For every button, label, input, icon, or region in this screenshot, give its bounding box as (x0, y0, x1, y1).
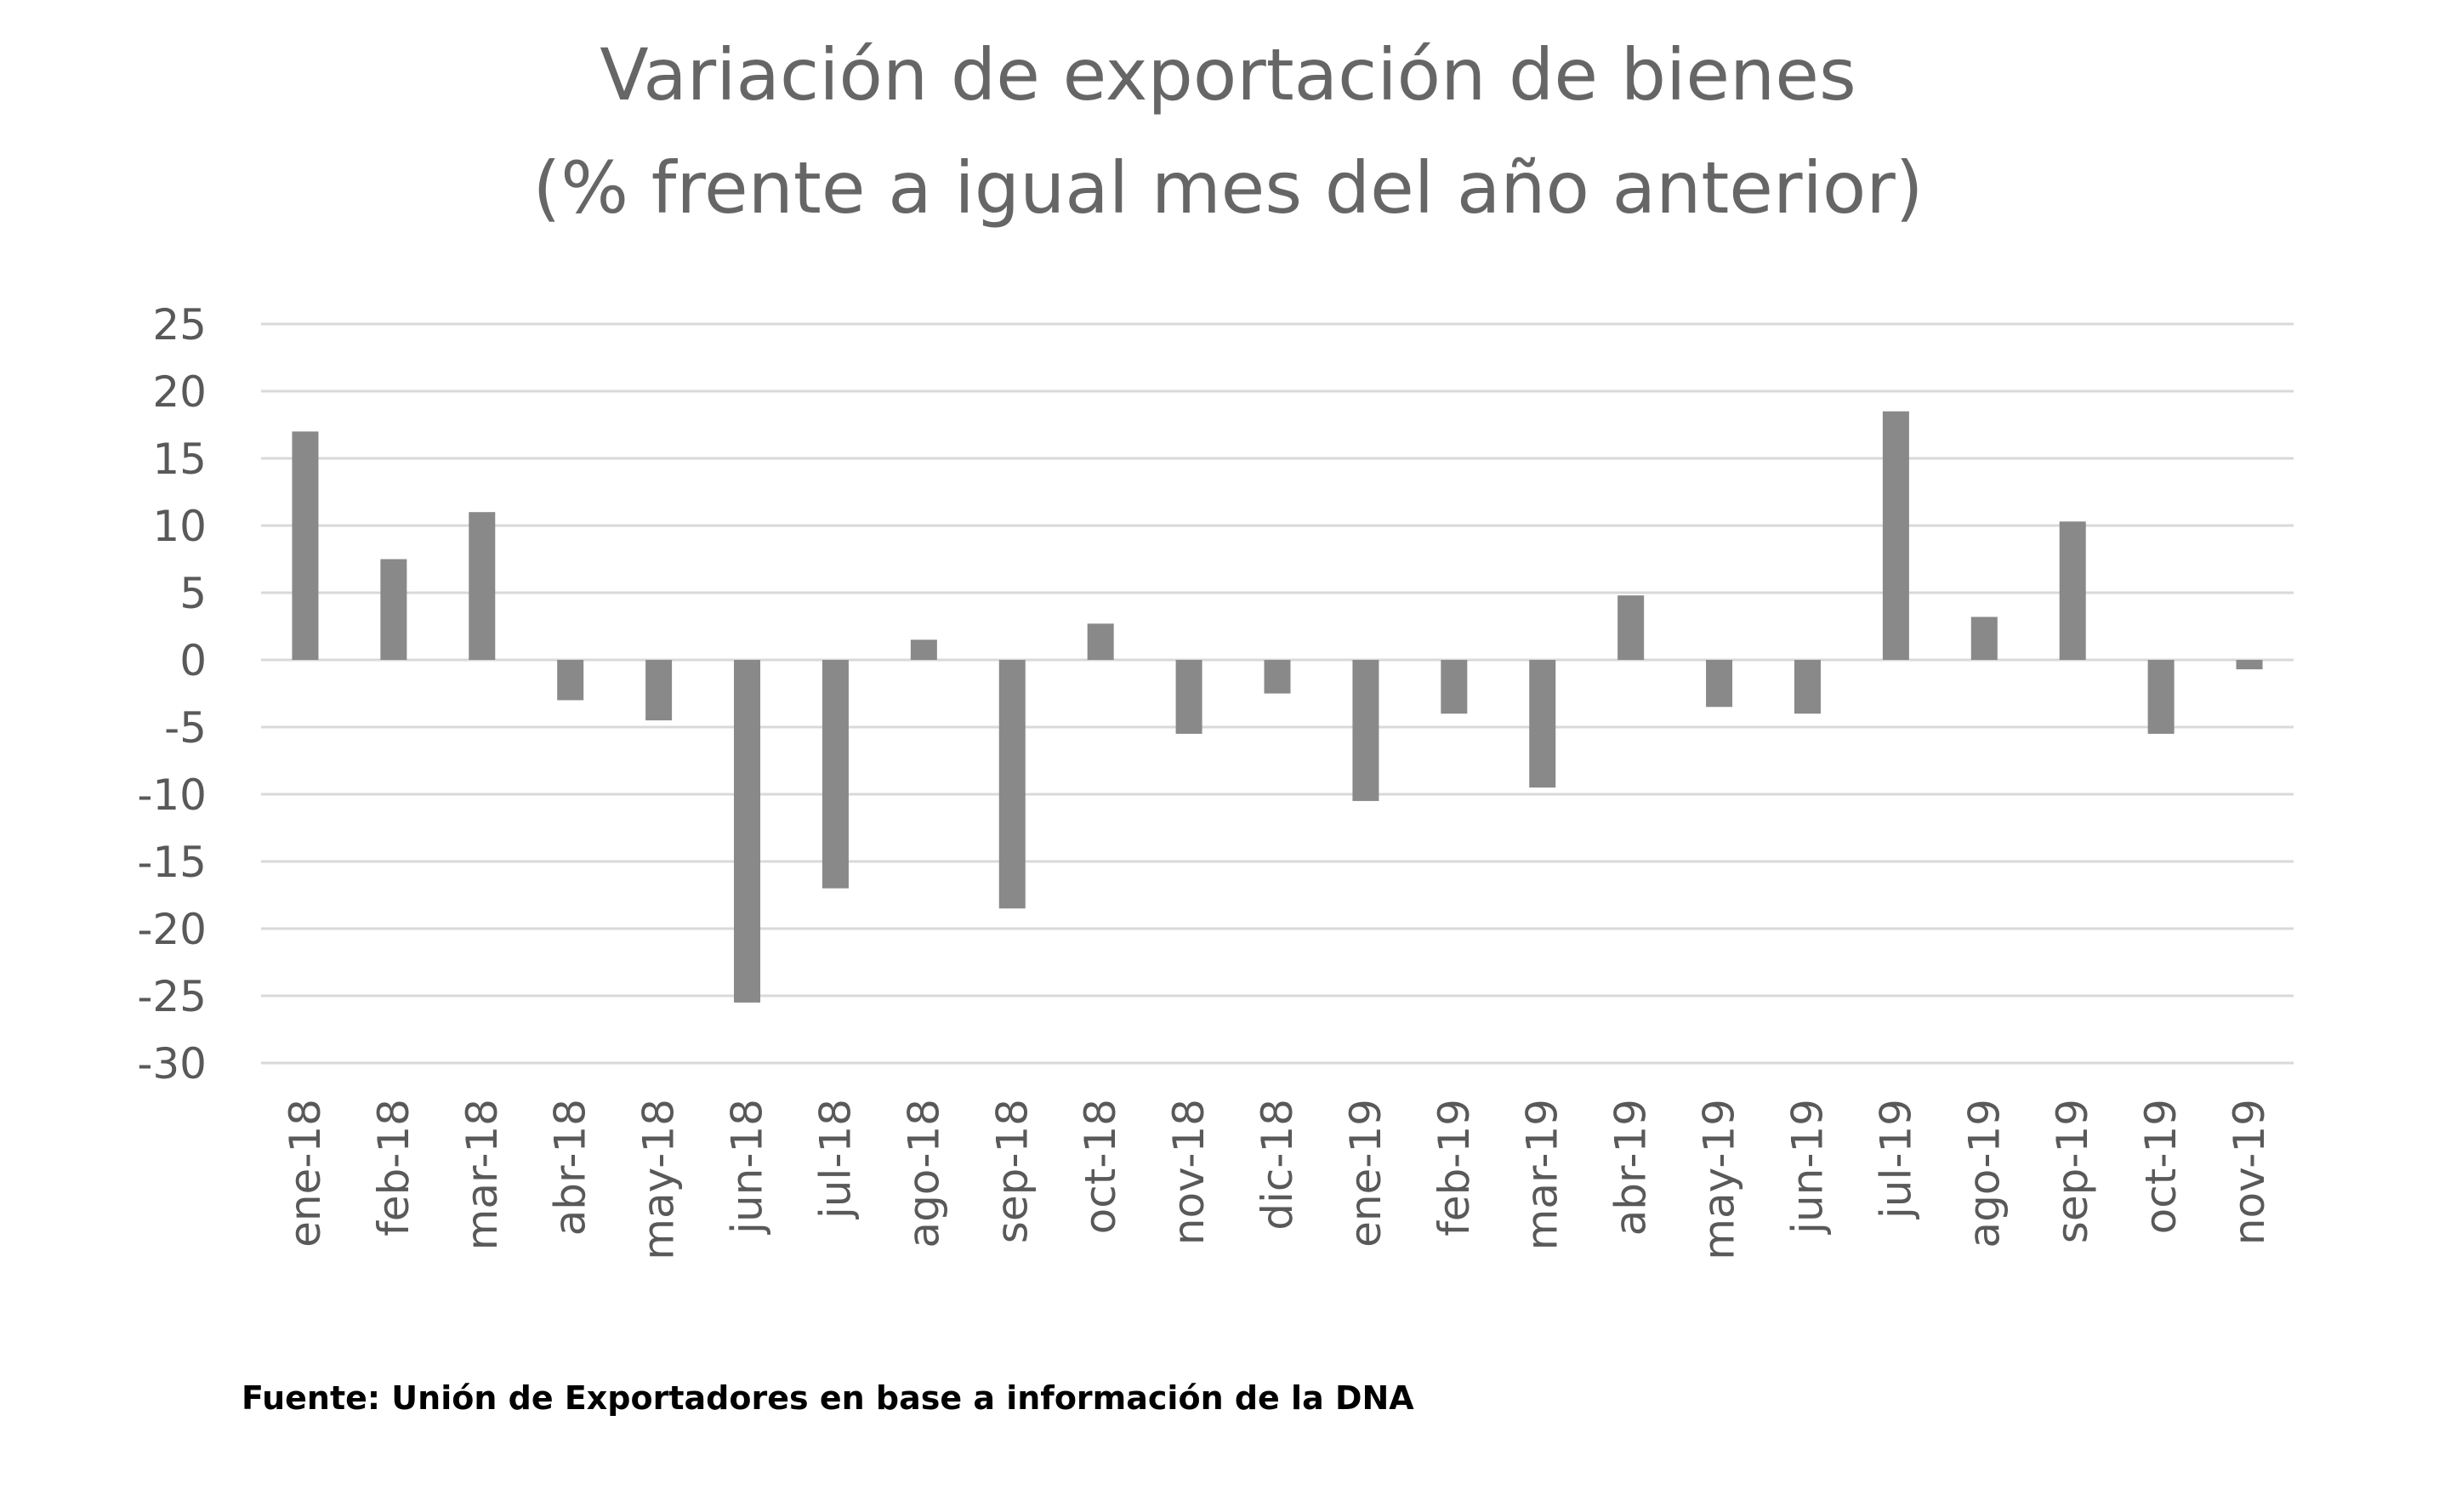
chart-title-line-2: (% frente a igual mes del año anterior) (532, 146, 1923, 230)
y-tick-label: 5 (179, 569, 207, 618)
x-tick-label: feb-18 (369, 1099, 418, 1236)
x-tick-label: ago-19 (1959, 1099, 2009, 1248)
x-tick-label: ene-18 (281, 1099, 330, 1248)
x-tick-label: dic-18 (1253, 1099, 1302, 1231)
x-tick-label: sep-18 (987, 1099, 1037, 1243)
x-tick-label: ene-19 (1341, 1099, 1390, 1248)
bar-feb-18 (380, 559, 407, 660)
y-tick-label: 15 (152, 435, 207, 484)
bar-sep-19 (2059, 521, 2086, 660)
x-tick-label: sep-19 (2048, 1099, 2097, 1243)
x-tick-label: abr-18 (546, 1099, 595, 1236)
y-tick-label: -20 (137, 905, 207, 954)
x-tick-label: nov-18 (1164, 1099, 1214, 1245)
x-tick-label: abr-19 (1606, 1099, 1656, 1236)
y-tick-label: -5 (164, 703, 207, 753)
y-tick-label: -15 (137, 838, 207, 887)
bar-nov-18 (1175, 660, 1202, 734)
bar-feb-19 (1441, 660, 1468, 714)
bar-oct-19 (2147, 660, 2175, 734)
chart-title: Variación de exportación de bienes (% fr… (532, 33, 1923, 230)
bar-mar-19 (1529, 660, 1556, 788)
bar-jun-19 (1794, 660, 1821, 714)
bar-may-19 (1706, 660, 1733, 708)
x-tick-label: jun-19 (1782, 1099, 1832, 1235)
bar-ene-19 (1352, 660, 1379, 801)
x-tick-label: feb-19 (1430, 1099, 1479, 1236)
chart-title-line-1: Variación de exportación de bienes (600, 33, 1856, 117)
x-tick-label: mar-19 (1518, 1099, 1567, 1250)
bar-jul-18 (822, 660, 849, 889)
bar-abr-18 (557, 660, 584, 701)
y-tick-label: -10 (137, 770, 207, 820)
bar-may-18 (645, 660, 673, 721)
bar-ago-19 (1970, 617, 1998, 660)
bar-dic-18 (1264, 660, 1291, 694)
x-tick-label: may-18 (634, 1099, 684, 1260)
x-axis-tick-labels: ene-18 feb-18 mar-18 abr-18 may-18 jun-18 jul-… (281, 1099, 2274, 1260)
y-tick-label: 25 (152, 300, 207, 350)
y-axis-tick-labels: 25 20 15 10 5 0 -5 -10 -15 -20 -25 -30 (137, 300, 207, 1089)
y-tick-label: -25 (137, 972, 207, 1021)
x-tick-label: oct-19 (2136, 1099, 2186, 1234)
source-note: Fuente: Unión de Exportadores en base a … (242, 1379, 1414, 1417)
bar-sep-18 (998, 660, 1026, 909)
x-tick-label: jul-19 (1871, 1099, 1920, 1219)
y-tick-label: 0 (179, 636, 207, 685)
x-tick-label: nov-19 (2225, 1099, 2274, 1245)
x-tick-label: oct-18 (1076, 1099, 1125, 1234)
bar-jun-18 (734, 660, 761, 1003)
bar-nov-19 (2236, 660, 2263, 670)
x-tick-label: ago-18 (899, 1099, 948, 1248)
bar-abr-19 (1617, 595, 1645, 660)
x-tick-label: may-19 (1695, 1099, 1744, 1260)
x-tick-label: jun-18 (723, 1099, 772, 1235)
bars (292, 411, 2263, 1003)
y-tick-label: -30 (137, 1039, 207, 1089)
x-tick-label: mar-18 (458, 1099, 507, 1250)
y-tick-label: 10 (152, 502, 207, 551)
y-tick-label: 20 (152, 367, 207, 417)
x-tick-label: jul-18 (810, 1099, 860, 1219)
bar-ago-18 (910, 639, 937, 660)
bar-mar-18 (469, 512, 496, 660)
bar-jul-19 (1882, 411, 1909, 660)
bar-ene-18 (292, 431, 319, 660)
bar-oct-18 (1087, 623, 1114, 660)
